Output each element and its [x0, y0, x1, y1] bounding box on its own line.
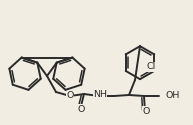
Text: Cl: Cl	[147, 62, 156, 71]
Text: NH: NH	[93, 90, 107, 99]
Text: O: O	[77, 104, 85, 114]
Text: O: O	[142, 106, 150, 116]
Text: O: O	[66, 92, 74, 100]
Text: OH: OH	[165, 92, 179, 100]
